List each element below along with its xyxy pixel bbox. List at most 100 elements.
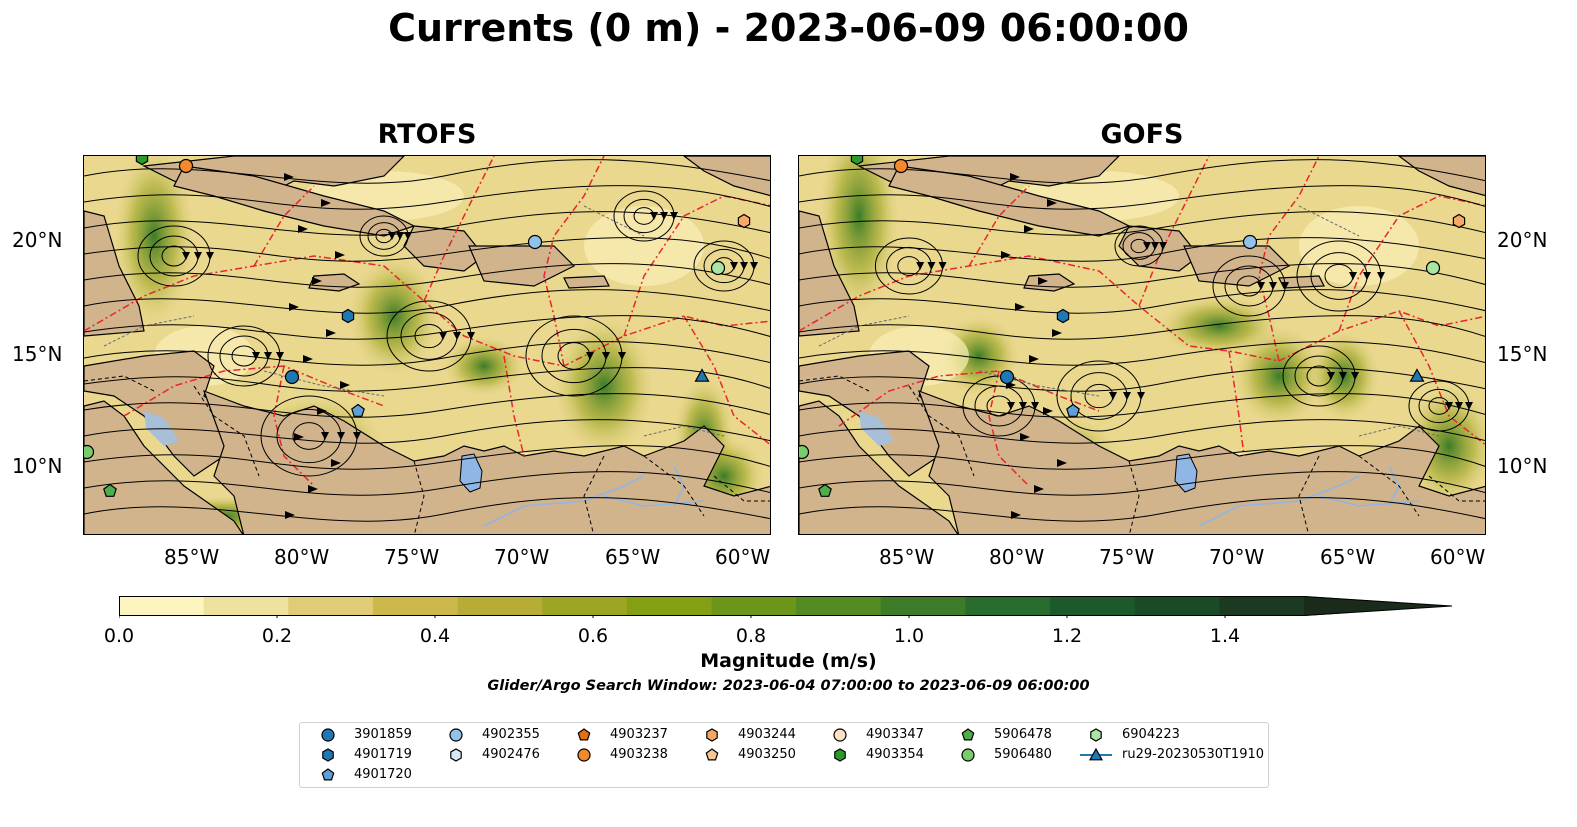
panel-title-gofs: GOFS [1100,119,1184,150]
lon-tick-label: 85°W [164,545,220,569]
colorbar-segment [965,596,1051,616]
colorbar-tick-label: 0.0 [103,625,135,647]
lat-tick-label: 15°N [1497,342,1548,366]
float-marker [1452,213,1466,229]
float-marker [527,234,543,250]
colorbar-segment [1219,596,1305,616]
float-marker [1066,403,1080,417]
colorbar-tick-label: 1.4 [1209,625,1241,647]
float-marker [351,403,365,417]
map-gofs[interactable] [798,155,1486,535]
panel-title-rtofs: RTOFS [377,119,477,150]
pentagon-marker-icon [321,768,335,781]
legend-label: 4903238 [610,747,668,762]
lon-tick-label: 75°W [384,545,440,569]
lon-tick-label: 65°W [1320,545,1376,569]
float-marker [999,369,1015,385]
hexagon-marker-icon [1090,728,1102,742]
land-polygon [202,389,770,534]
map-rtofs[interactable] [83,155,771,535]
colorbar-label: Magnitude (m/s) [700,650,877,672]
eez-boundary-line [838,370,1100,427]
land-polygon [403,225,485,272]
land-polygon [173,165,416,237]
lat-tick-label: 20°N [1497,228,1548,252]
colorbar-tick-label: 0.8 [735,625,767,647]
lon-tick-label: 80°W [274,545,330,569]
lon-tick-label: 70°W [494,545,550,569]
hexagon-marker-icon [706,728,718,742]
float-marker [1242,234,1258,250]
colorbar-segment [457,596,543,616]
eez-boundary-line [543,156,605,367]
land-polygon [888,165,1131,237]
land-polygon [1398,156,1485,197]
colorbar-segment [880,596,966,616]
float-marker [799,444,810,460]
float-marker [284,369,300,385]
lat-tick-label: 10°N [1497,454,1548,478]
triangle-line-marker-icon [1080,747,1112,761]
lon-tick-label: 85°W [879,545,935,569]
legend-label: 6904223 [1122,727,1180,742]
legend-label: 3901859 [354,727,412,742]
colorbar-segment [626,596,712,616]
float-marker [1056,308,1070,324]
float-marker [135,156,149,166]
float-marker [84,444,95,460]
float-marker [694,368,710,382]
legend-label: ru29-20230530T1910 [1122,747,1265,762]
colorbar-segment [288,596,374,616]
land-polygon [84,210,145,337]
colorbar-tick-label: 1.2 [1051,625,1083,647]
hexagon-marker-icon [834,748,846,762]
legend-label: 4903250 [738,747,796,762]
eez-boundary-line [683,315,770,446]
colorbar-segment [119,596,205,616]
legend-label: 5906478 [994,727,1052,742]
eez-boundary-line [1138,156,1210,307]
legend-label: 4903244 [738,727,796,742]
colorbar-tick-label: 0.2 [261,625,293,647]
float-marker [1409,368,1425,382]
land-polygon [563,275,610,289]
float-marker [850,156,864,166]
legend-label: 5906480 [994,747,1052,762]
colorbar-tick-label: 1.0 [893,625,925,647]
colorbar-segment [1134,596,1220,616]
colorbar-segment [1050,596,1136,616]
float-marker [103,483,117,497]
circle-marker-icon [577,748,591,762]
legend-label: 4903347 [866,727,924,742]
eez-boundary-line [123,365,385,417]
colorbar-segment [796,596,882,616]
land-polygon [799,210,860,337]
circle-marker-icon [961,748,975,762]
circle-marker-icon [321,728,335,742]
lon-tick-label: 75°W [1099,545,1155,569]
pentagon-marker-icon [577,728,591,741]
pentagon-marker-icon [961,728,975,741]
legend-label: 4901719 [354,747,412,762]
float-marker [1425,260,1441,276]
float-marker [710,260,726,276]
colorbar-tick-label: 0.4 [419,625,451,647]
lat-tick-label: 15°N [12,342,63,366]
colorbar-tick-label: 0.6 [577,625,609,647]
colorbar-extend-arrow [1304,596,1452,616]
colorbar [119,596,1453,618]
float-marker [178,158,194,174]
float-marker [818,483,832,497]
eez-boundary-line [799,255,1485,362]
float-marker [341,308,355,324]
circle-marker-icon [833,728,847,742]
lat-tick-label: 20°N [12,228,63,252]
legend: 3901859 4901719 4901720 4902355 4902476 49032… [299,722,1269,788]
legend-label: 4903237 [610,727,668,742]
eez-boundary-line [423,156,495,302]
search-window-text: Glider/Argo Search Window: 2023-06-04 07… [487,678,1090,694]
colorbar-segment [203,596,289,616]
eez-boundary-line [1398,310,1485,446]
lon-tick-label: 60°W [1430,545,1486,569]
lon-tick-label: 60°W [715,545,771,569]
